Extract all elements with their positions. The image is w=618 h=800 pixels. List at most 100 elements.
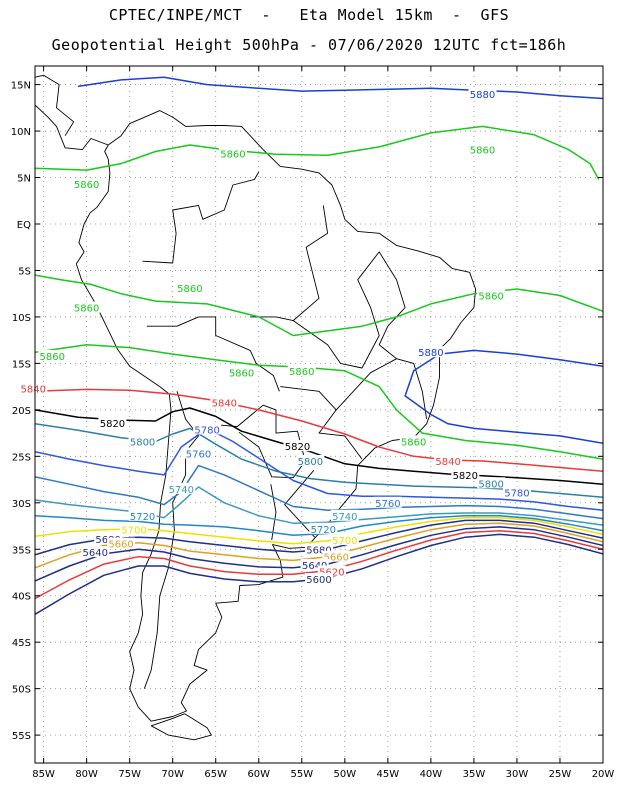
contour-label-5760: 5760 <box>186 450 211 461</box>
lat-tick-label: 15S <box>12 359 31 370</box>
coastline-segment <box>150 713 212 741</box>
contour-label-bg <box>451 468 480 480</box>
lat-tick-label: 5S <box>18 266 31 277</box>
contour-label-5840: 5840 <box>21 384 46 395</box>
contour-label-5860: 5860 <box>478 292 503 303</box>
contour-5860 <box>35 125 600 180</box>
contour-label-5640: 5640 <box>83 548 108 559</box>
lat-tick-label: 5N <box>17 174 31 185</box>
contour-label-bg <box>330 533 359 545</box>
contour-label-bg <box>128 509 157 521</box>
lon-tick-label: 55W <box>290 769 313 780</box>
contour-label-5820: 5820 <box>100 419 125 430</box>
lon-tick-label: 20W <box>592 769 615 780</box>
contour-label-5860: 5860 <box>74 304 99 315</box>
lat-tick-label: 35S <box>12 545 31 556</box>
contour-label-5740: 5740 <box>169 485 194 496</box>
contour-label-5860: 5860 <box>177 284 202 295</box>
lon-tick-label: 35W <box>463 769 486 780</box>
lon-tick-label: 85W <box>32 769 55 780</box>
contour-label-5800: 5800 <box>130 437 155 448</box>
lat-tick-label: 30S <box>12 499 31 510</box>
gridlines <box>35 66 604 763</box>
contour-5880 <box>77 76 603 100</box>
lon-tick-label: 60W <box>247 769 270 780</box>
lat-tick-label: 45S <box>12 638 31 649</box>
lon-tick-label: 65W <box>204 769 227 780</box>
lon-tick-label: 80W <box>75 769 98 780</box>
contour-label-5760: 5760 <box>375 499 400 510</box>
contour-label-5860: 5860 <box>220 149 245 160</box>
contour-label-bg <box>287 364 316 376</box>
contour-label-bg <box>373 496 402 508</box>
contour-label-bg <box>184 447 213 459</box>
contour-label-5780: 5780 <box>194 425 219 436</box>
contour-label-5640: 5640 <box>302 561 327 572</box>
contour-label-5660: 5660 <box>323 553 348 564</box>
contour-label-bg <box>296 454 325 466</box>
contour-label-bg <box>128 435 157 447</box>
coastline-segment <box>284 470 316 538</box>
contour-label-bg <box>330 509 359 521</box>
contour-label-5860: 5860 <box>470 146 495 157</box>
contour-label-bg <box>218 147 247 159</box>
contour-label-bg <box>468 87 497 99</box>
contour-label-5700: 5700 <box>332 536 357 547</box>
contour-label-bg <box>210 396 239 408</box>
contour-label-bg <box>107 537 136 549</box>
contour-label-bg <box>322 550 351 562</box>
contour-5860 <box>35 274 603 337</box>
contour-label-bg <box>193 423 222 435</box>
map-title-line2: Geopotential Height 500hPa - 07/06/2020 … <box>51 36 567 54</box>
contour-label-5720: 5720 <box>311 525 336 536</box>
contour-5720 <box>35 515 603 537</box>
coastline-segment <box>35 104 109 151</box>
contour-label-bg <box>416 346 445 358</box>
lon-tick-label: 40W <box>420 769 443 780</box>
lat-tick-label: 20S <box>12 406 31 417</box>
contour-label-5800: 5800 <box>478 479 503 490</box>
contour-label-5740: 5740 <box>332 512 357 523</box>
contour-label-bg <box>300 559 329 571</box>
lon-tick-label: 45W <box>377 769 400 780</box>
contour-label-bg <box>283 440 312 452</box>
lat-tick-label: 55S <box>12 731 31 742</box>
contour-label-5720: 5720 <box>130 512 155 523</box>
contour-5780 <box>35 427 603 511</box>
contour-label-bg <box>38 349 67 361</box>
contour-label-bg <box>19 382 48 394</box>
contour-5880 <box>404 349 603 445</box>
lon-tick-label: 25W <box>549 769 572 780</box>
contour-label-bg <box>167 482 196 494</box>
contour-label-bg <box>119 523 148 535</box>
contour-label-5660: 5660 <box>108 540 133 551</box>
contour-label-5680: 5680 <box>306 545 331 556</box>
contour-label-5820: 5820 <box>285 442 310 453</box>
contour-label-bg <box>317 565 346 577</box>
contour-label-bg <box>72 178 101 190</box>
contour-5620 <box>35 529 603 600</box>
coastline-segment <box>250 251 428 420</box>
contour-label-bg <box>305 572 333 584</box>
lon-tick-label: 50W <box>334 769 357 780</box>
contour-label-bg <box>72 301 101 313</box>
map-frame <box>34 65 604 764</box>
contour-5840 <box>35 388 603 472</box>
contour-label-5860: 5860 <box>229 369 254 380</box>
contour-label-5820: 5820 <box>453 471 478 482</box>
contour-label-bg <box>309 522 338 534</box>
coastline-segment <box>205 404 306 479</box>
contour-label-bg <box>434 454 463 466</box>
coastline-segment <box>335 358 397 411</box>
lat-tick-label: 10S <box>12 313 31 324</box>
contour-label-5600: 5600 <box>306 575 331 586</box>
contour-label-5880: 5880 <box>418 348 443 359</box>
lat-tick-label: 40S <box>12 592 31 603</box>
contour-label-5860: 5860 <box>74 180 99 191</box>
contour-label-bg <box>81 546 110 558</box>
contour-label-5800: 5800 <box>298 457 323 468</box>
contour-label-5840: 5840 <box>212 398 237 409</box>
contour-labels: 5880 5880 5860 5860 5860 5860 5860 5860 5860 5860… <box>19 87 531 586</box>
contour-label-bg <box>305 543 333 555</box>
